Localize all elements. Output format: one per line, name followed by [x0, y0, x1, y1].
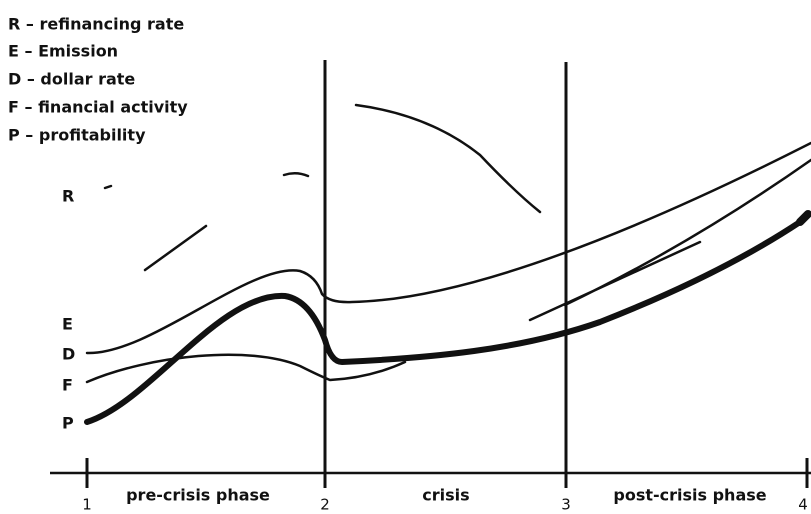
legend-entry: D – dollar rate	[8, 70, 135, 89]
axis-tick-label: 3	[561, 496, 571, 514]
time-axis: 1 2 3 4 pre-crisis phase crisis post-cri…	[50, 458, 811, 514]
legend-entry: F – financial activity	[8, 98, 188, 117]
curve-label: P	[62, 414, 74, 433]
phase-label: crisis	[422, 486, 469, 505]
curve-p	[84, 219, 803, 425]
legend-entry: P – profitability	[8, 126, 146, 145]
legend-entry: R – refinancing rate	[8, 15, 184, 34]
axis-tick-label: 4	[798, 496, 808, 514]
phase-label: pre-crisis phase	[126, 486, 270, 505]
axis-tick-label: 2	[320, 496, 330, 514]
curve-r-post	[528, 158, 811, 322]
curve-f	[85, 353, 407, 384]
legend: R – refinancing rate E – Emission D – do…	[8, 15, 188, 145]
phase-label: post-crisis phase	[613, 486, 766, 505]
curve-label: E	[62, 315, 73, 334]
curve-p-end	[796, 210, 811, 226]
curve-label: R	[62, 187, 74, 206]
curve-r	[103, 103, 542, 272]
axis-tick-label: 1	[82, 496, 92, 514]
phase-dividers	[323, 60, 568, 473]
curve-e	[85, 141, 811, 355]
curve-label: D	[62, 345, 75, 364]
curves	[84, 103, 811, 425]
legend-entry: E – Emission	[8, 42, 118, 61]
curve-label: F	[62, 376, 73, 395]
curve-labels: R E D F P	[62, 187, 75, 433]
